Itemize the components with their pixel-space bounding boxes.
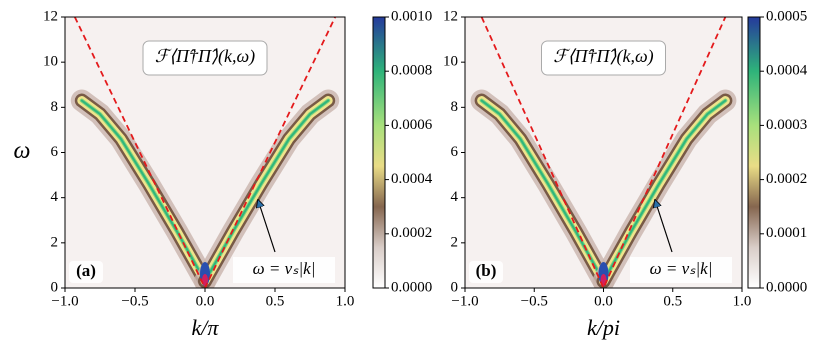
title-box [541, 40, 666, 76]
y-tick-label: 6 [51, 144, 59, 160]
panel-title: ℱ⟨Π̂†Π̂⟩(k,ω) [155, 46, 255, 67]
panel-label: (a) [76, 261, 96, 280]
panel-label-box [69, 261, 103, 283]
colorbar-tick-label: 0.0006 [391, 117, 433, 133]
x-tick-label: 1.0 [733, 293, 752, 309]
x-tick-label: 0.5 [663, 293, 682, 309]
colorbar-tick-label: 0.0003 [766, 117, 807, 133]
y-tick-label: 12 [443, 8, 458, 24]
colorbar-tick-label: 0.0000 [766, 279, 807, 295]
y-tick-label: 8 [451, 99, 459, 115]
y-tick-label: 12 [43, 8, 58, 24]
title-box [142, 40, 268, 76]
x-tick-label: 0.0 [196, 293, 215, 309]
annotation-arrow [655, 200, 673, 253]
y-tick-label: 6 [451, 144, 459, 160]
colorbar-tick-label: 0.0010 [391, 8, 432, 24]
x-tick-label: −1.0 [451, 293, 478, 309]
colorbar-tick-label: 0.0005 [766, 8, 807, 24]
x-tick-label: −0.5 [521, 293, 548, 309]
y-tick-label: 8 [51, 99, 59, 115]
y-tick-label: 0 [51, 279, 59, 295]
x-axis-label: k/pi [587, 315, 620, 340]
colorbar-tick-label: 0.0000 [391, 279, 432, 295]
x-tick-label: 1.0 [336, 293, 355, 309]
colorbar [747, 16, 761, 289]
spectral-band [470, 89, 737, 288]
band-stroke [602, 99, 727, 283]
y-tick-label: 0 [451, 279, 459, 295]
y-tick-label: 2 [451, 234, 459, 250]
panel-label-box [469, 261, 503, 283]
colorbar-tick-label: 0.0004 [766, 63, 808, 79]
dispersion-line [73, 17, 337, 288]
colorbar-tick-label: 0.0004 [391, 171, 433, 187]
band-stroke [480, 99, 605, 283]
y-tick-label: 4 [51, 189, 59, 205]
panel-title: ℱ⟨Π̂†Π̂⟩(k,ω) [553, 46, 653, 67]
colorbar [372, 16, 386, 289]
annotation: ω = vₛ|k| [253, 259, 316, 278]
colorbar-tick-label: 0.0001 [766, 225, 807, 241]
y-tick-label: 10 [43, 54, 58, 70]
colorbar-tick-label: 0.0002 [766, 171, 807, 187]
annotation-box [630, 257, 732, 283]
annotation: ω = vₛ|k| [650, 259, 713, 278]
annotation-box [233, 257, 335, 283]
x-tick-label: −1.0 [51, 293, 78, 309]
colorbar-tick-label: 0.0008 [391, 63, 432, 79]
band-stroke [80, 99, 206, 283]
annotation-arrow [258, 200, 276, 253]
x-tick-label: 0.5 [266, 293, 285, 309]
colorbar-tick-label: 0.0002 [391, 225, 432, 241]
y-tick-label: 10 [443, 54, 458, 70]
x-axis-label: k/π [192, 315, 220, 340]
y-tick-label: 2 [51, 234, 59, 250]
x-tick-label: 0.0 [594, 293, 613, 309]
x-tick-label: −0.5 [121, 293, 148, 309]
dispersion-line [480, 17, 727, 288]
panel-label: (b) [476, 261, 497, 280]
y-axis-label: ω [14, 138, 31, 164]
y-tick-label: 4 [451, 189, 459, 205]
